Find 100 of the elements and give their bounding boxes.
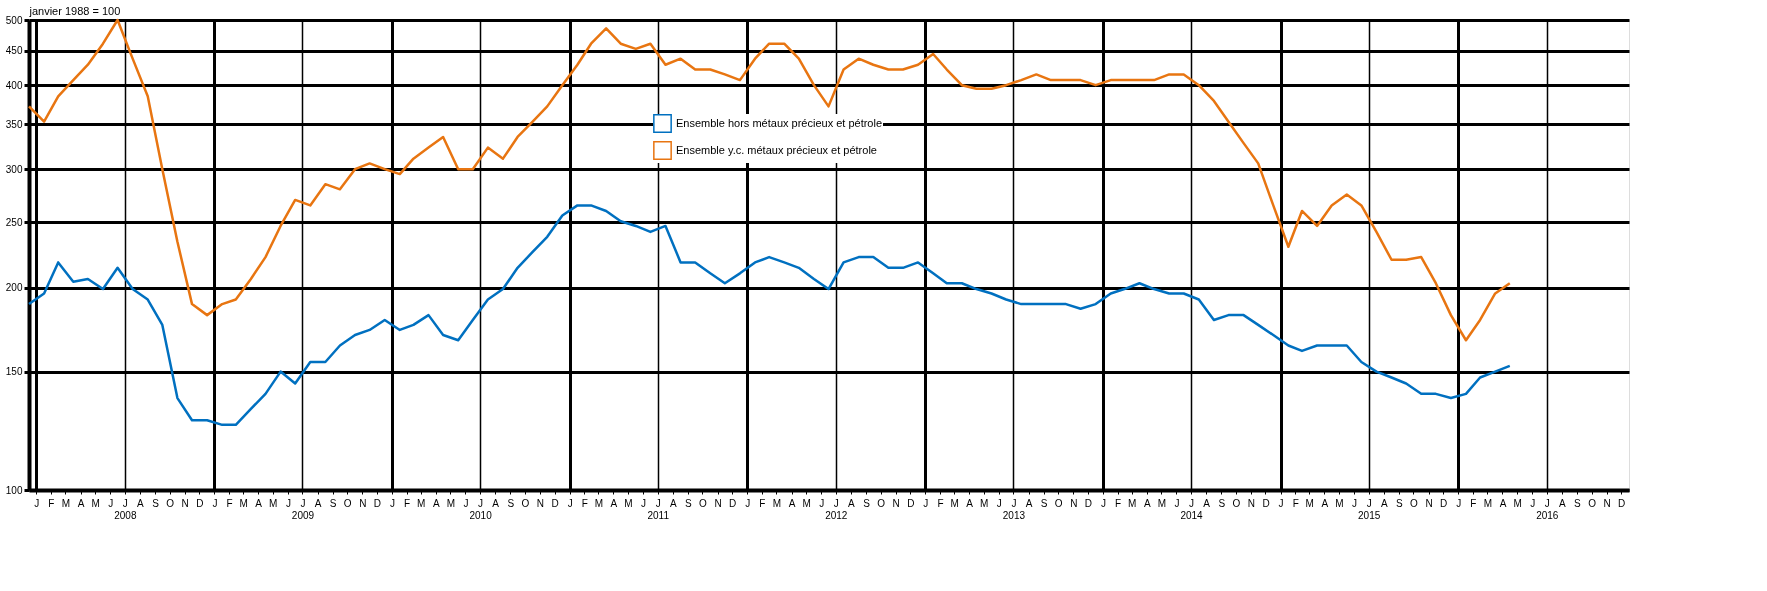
x-tick-label: A (492, 497, 500, 509)
y-tick-label: 500 (5, 14, 23, 26)
x-tick-label: A (1380, 497, 1388, 509)
x-tick-label: J (463, 497, 469, 509)
x-tick-label: M (1335, 497, 1344, 509)
x-tick-label: J (1530, 497, 1536, 509)
x-tick-label: D (907, 497, 915, 509)
x-tick-label: A (137, 497, 145, 509)
x-tick-label: M (1513, 497, 1522, 509)
x-tick-label: A (966, 497, 974, 509)
x-tick-label: F (1115, 497, 1122, 509)
x-tick-label: A (255, 497, 263, 509)
x-tick-label: N (536, 497, 545, 509)
y-tick-label: 300 (5, 163, 23, 175)
y-tick-label: 350 (5, 118, 23, 130)
x-tick-label: M (1157, 497, 1167, 509)
y-tick-label: 450 (5, 45, 23, 57)
x-tick-label: J (1174, 497, 1180, 509)
x-tick-label: M (1305, 497, 1314, 509)
x-tick-label: O (521, 497, 530, 509)
x-tick-label: N (1603, 497, 1611, 509)
x-tick-label: F (937, 497, 944, 509)
x-tick-label: O (1410, 497, 1419, 509)
x-tick-label: A (848, 497, 856, 509)
x-tick-label: M (802, 497, 811, 509)
x-tick-label: O (877, 497, 886, 509)
x-tick-label: J 2016 (1536, 497, 1559, 521)
x-tick-label: A (1203, 497, 1211, 509)
y-tick-label: 200 (5, 282, 23, 294)
x-tick-label: F (1470, 497, 1477, 509)
x-tick-label: A (669, 497, 677, 509)
x-tick-label: O (343, 497, 352, 509)
x-tick-label: N (359, 497, 367, 509)
x-tick-label: S (1395, 497, 1403, 509)
x-tick-label: J 2012 (825, 497, 848, 521)
x-tick-label: J (34, 497, 40, 509)
x-tick-label: N (181, 497, 189, 509)
x-tick-label: M (269, 497, 278, 509)
x-tick-label: J (923, 497, 929, 509)
x-tick-label: A (77, 497, 85, 509)
x-tick-label: F (404, 497, 411, 509)
x-tick-label: J (285, 497, 291, 509)
x-tick-label: N (714, 497, 722, 509)
x-tick-label: A (432, 497, 440, 509)
x-tick-label: J (390, 497, 396, 509)
x-tick-label: S (1218, 497, 1226, 509)
x-tick-label: J (108, 497, 114, 509)
x-tick-label: N (1070, 497, 1078, 509)
y-tick-label: 250 (5, 216, 23, 228)
x-tick-label: M (446, 497, 456, 509)
x-tick-label: O (1232, 497, 1241, 509)
x-tick-label: M (239, 497, 248, 509)
x-tick-label: O (1054, 497, 1063, 509)
x-tick-label: F (759, 497, 766, 509)
y-tick-label: 100 (5, 484, 23, 496)
x-tick-label: M (1128, 497, 1137, 509)
x-tick-label: J (745, 497, 751, 509)
x-tick-label: N (1425, 497, 1433, 509)
legend-label: Ensemble y.c. métaux précieux et pétrole (676, 143, 877, 156)
x-tick-label: J 2011 (647, 497, 670, 521)
x-tick-label: M (624, 497, 633, 509)
x-tick-label: F (226, 497, 233, 509)
x-tick-label: J 2014 (1180, 497, 1204, 521)
x-tick-label: J (996, 497, 1002, 509)
x-tick-label: J (1456, 497, 1462, 509)
x-tick-label: N (1247, 497, 1256, 509)
x-tick-label: O (166, 497, 175, 509)
legend-label: Ensemble hors métaux précieux et pétrole (676, 116, 883, 129)
x-tick-label: D (1618, 497, 1626, 509)
x-tick-label: A (1321, 497, 1329, 509)
x-tick-label: O (1588, 497, 1597, 509)
x-tick-label: J (212, 497, 218, 509)
x-tick-label: F (48, 497, 55, 509)
x-tick-label: J 2013 (1002, 497, 1026, 521)
x-tick-label: J (1278, 497, 1284, 509)
x-tick-label: A (1025, 497, 1033, 509)
x-tick-label: A (1559, 497, 1567, 509)
x-tick-label: A (1143, 497, 1151, 509)
x-tick-label: S (152, 497, 160, 509)
x-tick-label: S (507, 497, 515, 509)
x-tick-label: N (892, 497, 900, 509)
x-tick-label: J (819, 497, 825, 509)
x-tick-label: D (373, 497, 382, 509)
x-tick-label: J (567, 497, 573, 509)
x-tick-label: J 2010 (469, 497, 493, 521)
x-tick-label: J (641, 497, 647, 509)
x-tick-label: D (1262, 497, 1270, 509)
x-tick-label: D (729, 497, 737, 509)
x-tick-label: M (594, 497, 604, 509)
line-series (27, 204, 1512, 427)
x-tick-label: D (1439, 497, 1448, 509)
x-tick-label: S (1040, 497, 1048, 509)
x-tick-label: M (61, 497, 71, 509)
x-tick-label: F (581, 497, 588, 509)
x-tick-label: M (91, 497, 100, 509)
x-tick-label: M (417, 497, 426, 509)
x-tick-label: A (1499, 497, 1507, 509)
x-tick-label: D (1084, 497, 1092, 509)
x-tick-label: A (788, 497, 796, 509)
x-tick-label: F (1292, 497, 1299, 509)
